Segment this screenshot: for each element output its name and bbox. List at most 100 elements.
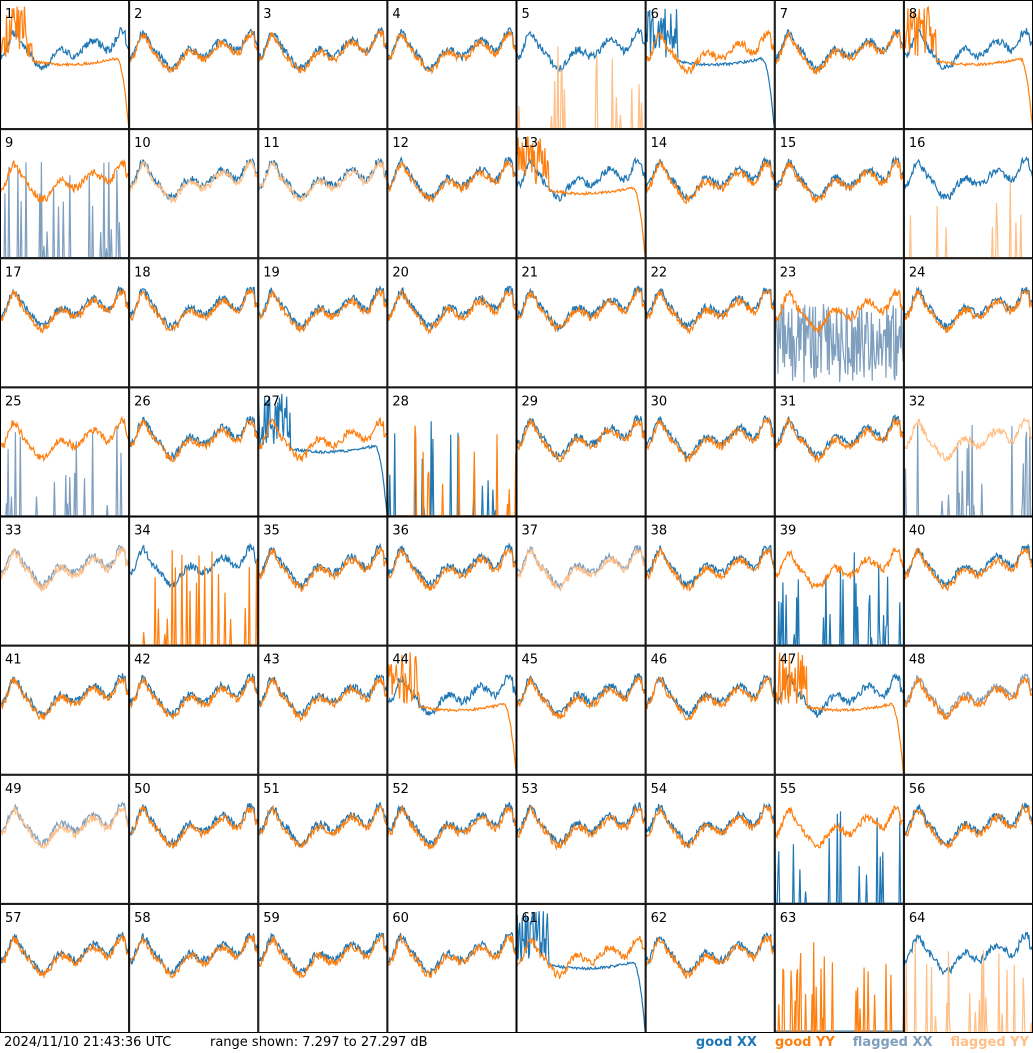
series-xx-6 [645,8,775,129]
series-xx-22 [645,287,775,331]
panel-label-4: 4 [392,7,400,22]
panel-label-46: 46 [651,653,668,668]
panel-frame-52 [387,774,517,904]
panel-63: 63 [774,903,904,1033]
series-yy-1 [0,6,130,129]
series-xx-13 [516,156,646,202]
panel-label-54: 54 [651,782,668,797]
panel-label-61: 61 [522,911,539,926]
series-xx-18 [129,286,259,332]
series-xx-52 [387,802,517,847]
panel-7: 7 [774,0,904,130]
series-xx-17 [0,285,130,330]
panel-59: 59 [258,903,388,1033]
panel-48: 48 [903,645,1033,775]
series-xx-19 [258,284,388,331]
panel-label-51: 51 [263,782,280,797]
panel-label-38: 38 [651,524,668,539]
panel-64: 64 [903,903,1033,1033]
series-yy-29 [516,417,646,463]
panel-label-8: 8 [909,7,917,22]
panel-frame-4 [387,0,517,130]
panel-16: 16 [903,129,1033,259]
panel-5: 5 [516,0,646,130]
panel-22: 22 [645,258,775,388]
panel-frame-22 [645,258,775,388]
series-yy-23 [774,288,904,334]
panel-frame-18 [129,258,259,388]
panel-33: 33 [0,516,130,646]
series-yy-15 [774,158,904,204]
panel-frame-7 [774,0,904,130]
panel-label-28: 28 [392,394,409,409]
panel-label-63: 63 [780,911,797,926]
series-yy-20 [387,289,517,335]
panel-frame-42 [129,645,259,775]
series-yy-5 [516,46,646,130]
panel-label-58: 58 [134,911,151,926]
panel-label-34: 34 [134,524,151,539]
panel-frame-47 [774,645,904,775]
panel-50: 50 [129,774,259,904]
series-xx-40 [903,543,1033,589]
panel-frame-37 [516,516,646,646]
panel-label-53: 53 [522,782,539,797]
panel-frame-20 [387,258,517,388]
series-xx-64 [903,931,1033,976]
series-yy-10 [129,159,259,204]
series-yy-17 [0,287,130,334]
series-xx-1 [0,27,130,71]
panel-51: 51 [258,774,388,904]
series-yy-63 [774,942,904,1033]
panel-label-40: 40 [909,524,926,539]
panel-35: 35 [258,516,388,646]
panel-frame-29 [516,387,646,517]
panel-frame-36 [387,516,517,646]
series-yy-19 [258,288,388,334]
series-yy-9 [0,158,130,203]
panel-14: 14 [645,129,775,259]
series-yy-45 [516,675,646,720]
panel-52: 52 [387,774,517,904]
series-yy-58 [129,934,259,979]
panel-19: 19 [258,258,388,388]
panel-label-37: 37 [522,524,539,539]
panel-18: 18 [129,258,259,388]
panel-label-43: 43 [263,653,280,668]
panel-frame-31 [774,387,904,517]
panel-44: 44 [387,645,517,775]
panel-57: 57 [0,903,130,1033]
panel-label-55: 55 [780,782,797,797]
panel-frame-35 [258,516,388,646]
panel-label-25: 25 [5,394,22,409]
panel-label-11: 11 [263,136,280,151]
series-xx-9 [0,161,130,259]
series-yy-21 [516,286,646,332]
series-yy-30 [645,416,775,463]
panel-24: 24 [903,258,1033,388]
panel-label-26: 26 [134,394,151,409]
panel-frame-55 [774,774,904,904]
panel-label-20: 20 [392,265,409,280]
series-yy-43 [258,676,388,723]
panel-label-33: 33 [5,524,22,539]
panel-frame-2 [129,0,259,130]
series-xx-61 [516,911,646,1033]
panel-4: 4 [387,0,517,130]
panel-frame-6 [645,0,775,130]
series-yy-56 [903,804,1033,850]
panel-frame-63 [774,903,904,1033]
panel-frame-12 [387,129,517,259]
series-yy-44 [387,652,517,775]
panel-40: 40 [903,516,1033,646]
panel-1: 1 [0,0,130,130]
panel-13: 13 [516,129,646,259]
panel-label-42: 42 [134,653,151,668]
panel-frame-33 [0,516,130,646]
panel-20: 20 [387,258,517,388]
panel-frame-15 [774,129,904,259]
panel-label-2: 2 [134,7,142,22]
series-yy-25 [0,415,130,463]
series-yy-61 [516,935,646,980]
